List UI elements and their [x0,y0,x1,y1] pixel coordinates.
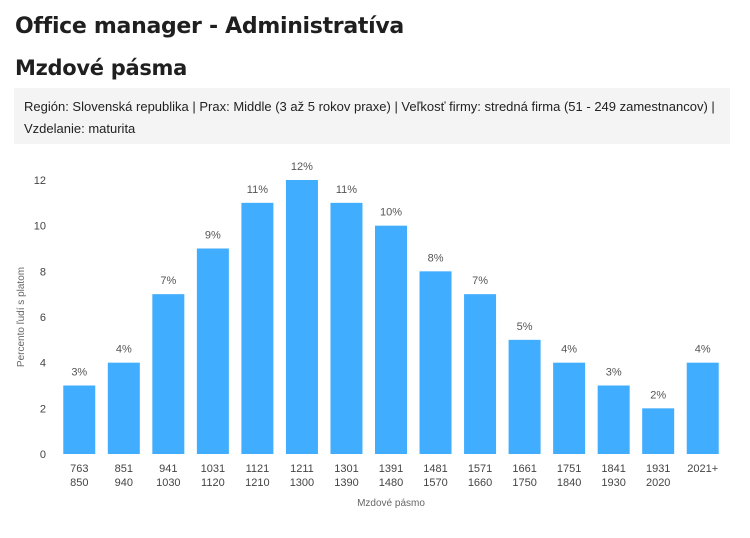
y-axis-title: Percento ľudí s platom [16,267,27,367]
x-tick-label: 1391 1480 [379,463,403,489]
bar [642,408,675,454]
y-axis-ticks: 0 2 4 6 8 10 12 [34,175,46,461]
y-tick-label: 0 [40,449,46,461]
x-axis-title: Mzdové pásmo [357,498,425,509]
y-tick-label: 10 [34,221,46,233]
x-tick-label: 1751 1840 [557,463,581,489]
value-labels: 3% 4% 7% 9% 11% 12% 11% 10% 8% 7% 5% 4% 3% 2% 4% [71,161,711,401]
x-tick-label: 851 940 [115,463,133,489]
filter-summary: Región: Slovenská republika | Prax: Midd… [14,88,730,144]
x-tick-label: 763 850 [70,463,88,489]
bar-value-label: 3% [71,367,87,379]
x-tick-label: 1571 1660 [468,463,492,489]
bar [553,362,586,454]
bar-value-label: 10% [380,207,402,219]
bar-value-label: 4% [695,344,711,356]
bar [63,385,96,454]
y-tick-label: 4 [40,358,46,370]
bar [107,362,140,454]
bar-value-label: 3% [606,367,622,379]
section-title: Mzdové pásma [15,56,187,80]
bar-value-label: 12% [291,161,313,173]
y-tick-label: 8 [40,266,46,278]
bar-value-label: 2% [650,389,666,401]
y-tick-label: 12 [34,175,46,187]
x-tick-label: 1661 1750 [512,463,536,489]
bar [419,271,452,454]
y-tick-label: 2 [40,403,46,415]
bar [375,225,407,454]
x-tick-label: 1841 1930 [601,463,625,489]
bars [63,180,719,454]
bar-value-label: 9% [205,230,221,242]
bar [196,248,229,454]
bar-value-label: 7% [160,275,176,287]
x-tick-label: 1121 1210 [245,463,269,489]
x-tick-label: 941 1030 [156,463,180,489]
bar-value-label: 4% [116,344,132,356]
bar [285,180,318,454]
bar [241,202,274,454]
bar-value-label: 11% [247,184,268,196]
bar-value-label: 8% [428,252,444,264]
bar [597,385,630,454]
y-tick-label: 6 [40,312,46,324]
bar [152,294,185,454]
x-tick-label: 1301 1390 [334,463,358,489]
job-title: Office manager - Administratíva [15,14,404,39]
x-tick-label: 1481 1570 [423,463,447,489]
x-tick-label: 2021+ [687,463,718,475]
bar-value-label: 4% [561,344,577,356]
bar [686,362,719,454]
bar-value-label: 11% [336,184,357,196]
x-tick-label: 1931 2020 [646,463,670,489]
bar [464,294,497,454]
x-tick-label: 1211 1300 [290,463,314,489]
bar [330,202,363,454]
bar [508,339,541,454]
x-tick-label: 1031 1120 [201,463,225,489]
x-axis-ticks: 763 850 851 940 941 1030 1031 1120 1121 1210 1211 1… [70,463,718,489]
bar-value-label: 5% [517,321,533,333]
bar-value-label: 7% [472,275,488,287]
